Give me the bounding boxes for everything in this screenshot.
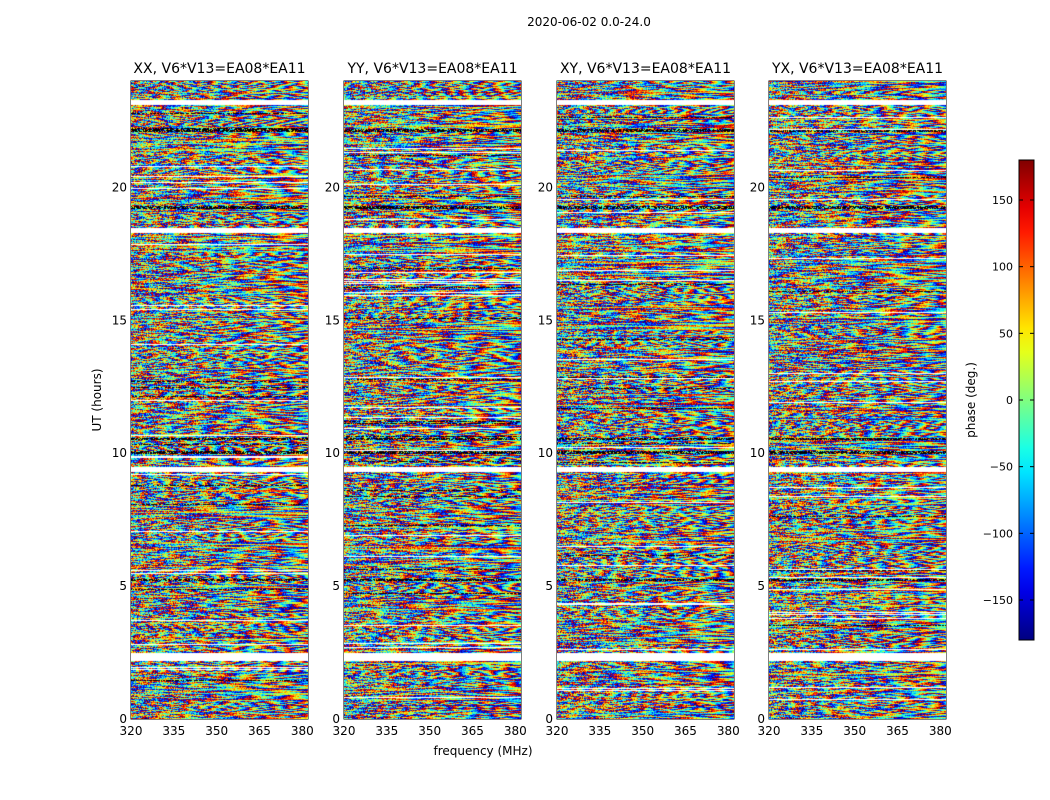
x-tick-label: 350 <box>418 724 441 738</box>
x-tick-label: 335 <box>162 724 185 738</box>
panel-frame-1 <box>130 80 309 720</box>
y-axis-label: UT (hours) <box>90 368 104 431</box>
x-tick-label: 350 <box>631 724 654 738</box>
panel-frame-2 <box>343 80 522 720</box>
y-tick-label: 15 <box>750 313 765 327</box>
y-tick-label: 10 <box>538 446 553 460</box>
x-tick-label: 380 <box>929 724 952 738</box>
panel-frame-3 <box>556 80 735 720</box>
y-tick-label: 15 <box>538 313 553 327</box>
colorbar-tick-label: 100 <box>992 261 1013 274</box>
y-tick-label: 20 <box>112 180 127 194</box>
colorbar-tick-label: 150 <box>992 194 1013 207</box>
x-tick-label: 320 <box>120 724 143 738</box>
y-tick-label: 20 <box>538 180 553 194</box>
y-tick-label: 5 <box>332 579 340 593</box>
x-tick-label: 365 <box>248 724 271 738</box>
colorbar: −150 −100 −50 0 50 100 150 <box>983 159 1035 641</box>
y-tick-label: 0 <box>119 712 127 726</box>
colorbar-tick-label: −100 <box>983 527 1013 540</box>
x-tick-label: 320 <box>758 724 781 738</box>
x-axis-label: frequency (MHz) <box>433 744 532 758</box>
y-tick-label: 10 <box>325 446 340 460</box>
y-tick-label: 15 <box>325 313 340 327</box>
figure-title: 2020-06-02 0.0-24.0 <box>527 15 651 29</box>
y-tick-label: 5 <box>545 579 553 593</box>
y-tick-label: 10 <box>750 446 765 460</box>
x-tick-label: 335 <box>375 724 398 738</box>
x-tick-label: 365 <box>886 724 909 738</box>
x-tick-label: 350 <box>843 724 866 738</box>
x-tick-label: 380 <box>504 724 527 738</box>
colorbar-tick-label: −50 <box>990 461 1013 474</box>
x-tick-label: 380 <box>291 724 314 738</box>
panel-title-2: YY, V6*V13=EA08*EA11 <box>346 61 517 77</box>
y-tick-label: 0 <box>332 712 340 726</box>
colorbar-tick-label: 0 <box>1006 394 1013 407</box>
y-tick-label: 0 <box>545 712 553 726</box>
y-tick-label: 20 <box>325 180 340 194</box>
y-tick-label: 10 <box>112 446 127 460</box>
panel-title-1: XX, V6*V13=EA08*EA11 <box>133 61 305 77</box>
y-tick-label: 5 <box>757 579 765 593</box>
x-tick-label: 320 <box>333 724 356 738</box>
x-tick-label: 380 <box>717 724 740 738</box>
x-tick-label: 365 <box>674 724 697 738</box>
x-tick-label: 320 <box>546 724 569 738</box>
panel-2: YY, V6*V13=EA08*EA11 320 335 350 365 380 0 5 10 1… <box>325 61 527 738</box>
panel-3: XY, V6*V13=EA08*EA11 320 335 350 365 380 0 5 10 1… <box>538 61 740 738</box>
x-tick-label: 365 <box>461 724 484 738</box>
colorbar-tick-label: −150 <box>983 594 1013 607</box>
panel-frame-4 <box>768 80 947 720</box>
colorbar-label: phase (deg.) <box>964 362 978 438</box>
x-tick-label: 335 <box>588 724 611 738</box>
y-tick-label: 0 <box>757 712 765 726</box>
panel-title-4: YX, V6*V13=EA08*EA11 <box>771 61 943 77</box>
y-tick-label: 5 <box>119 579 127 593</box>
x-tick-label: 350 <box>205 724 228 738</box>
panel-1: XX, V6*V13=EA08*EA11 320 335 350 365 380 0 5 10 1… <box>112 61 314 738</box>
y-tick-label: 15 <box>112 313 127 327</box>
panel-title-3: XY, V6*V13=EA08*EA11 <box>560 61 731 77</box>
y-tick-label: 20 <box>750 180 765 194</box>
panels: XX, V6*V13=EA08*EA11 320 335 350 365 380 0 5 10 1… <box>112 61 952 738</box>
colorbar-tick-label: 50 <box>999 327 1013 340</box>
panel-4: YX, V6*V13=EA08*EA11 320 335 350 365 380 0 5 10 1… <box>750 61 952 738</box>
x-tick-label: 335 <box>800 724 823 738</box>
